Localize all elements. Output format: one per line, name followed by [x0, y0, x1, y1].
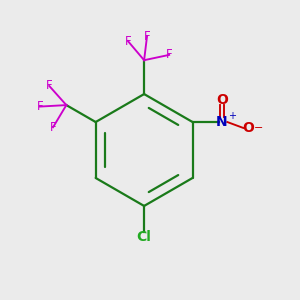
Text: O: O [216, 93, 228, 107]
Text: F: F [46, 80, 52, 92]
Text: F: F [144, 30, 150, 43]
Text: F: F [166, 48, 172, 62]
Text: F: F [124, 34, 131, 48]
Text: F: F [37, 100, 43, 113]
Text: Cl: Cl [137, 230, 152, 244]
Text: N: N [216, 115, 228, 129]
Text: −: − [254, 123, 263, 133]
Text: O: O [243, 121, 254, 135]
Text: +: + [228, 110, 236, 121]
Text: F: F [50, 121, 56, 134]
